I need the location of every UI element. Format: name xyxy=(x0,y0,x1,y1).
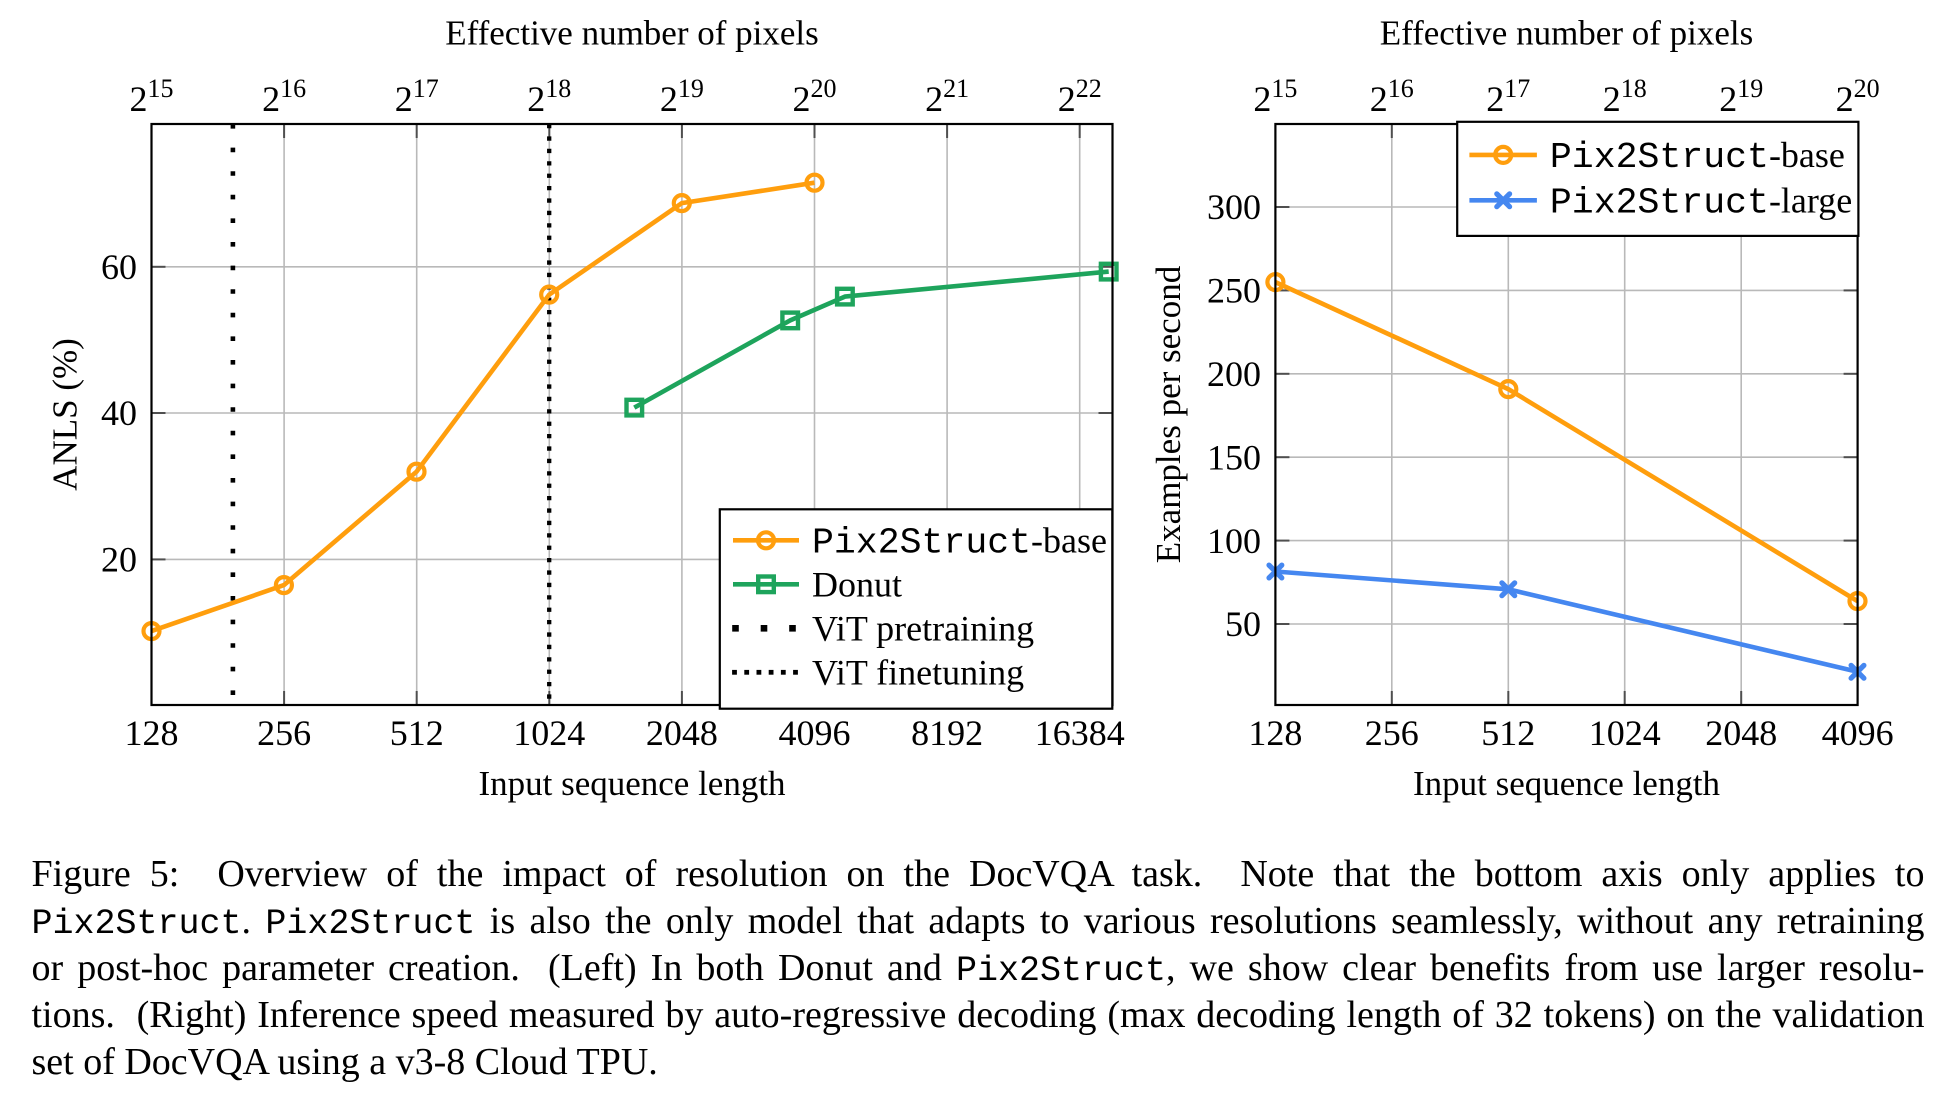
svg-text:512: 512 xyxy=(1481,713,1535,753)
svg-text:256: 256 xyxy=(1365,713,1419,753)
svg-text:216: 216 xyxy=(1370,74,1414,119)
svg-text:Examples per second: Examples per second xyxy=(1149,265,1188,563)
svg-text:40: 40 xyxy=(101,393,137,433)
svg-text:Input sequence length: Input sequence length xyxy=(1413,764,1721,803)
svg-text:2048: 2048 xyxy=(646,713,718,753)
svg-text:220: 220 xyxy=(1836,74,1880,119)
svg-text:16384: 16384 xyxy=(1035,713,1125,753)
svg-text:216: 216 xyxy=(262,74,306,119)
svg-text:4096: 4096 xyxy=(1822,713,1894,753)
svg-text:100: 100 xyxy=(1207,521,1261,561)
svg-text:300: 300 xyxy=(1207,187,1261,227)
svg-text:215: 215 xyxy=(1253,74,1297,119)
svg-text:Effective number of pixels: Effective number of pixels xyxy=(445,13,819,52)
svg-text:4096: 4096 xyxy=(779,713,851,753)
svg-text:ViT pretraining: ViT pretraining xyxy=(812,609,1034,649)
svg-text:Pix2Struct-base: Pix2Struct-base xyxy=(812,521,1107,564)
svg-text:215: 215 xyxy=(130,74,174,119)
svg-text:219: 219 xyxy=(660,74,704,119)
svg-text:221: 221 xyxy=(925,74,969,119)
svg-text:1024: 1024 xyxy=(513,713,585,753)
svg-text:218: 218 xyxy=(1603,74,1647,119)
svg-text:128: 128 xyxy=(125,713,179,753)
svg-text:200: 200 xyxy=(1207,354,1261,394)
svg-text:ANLS (%): ANLS (%) xyxy=(46,338,85,491)
svg-text:60: 60 xyxy=(101,247,137,287)
svg-text:222: 222 xyxy=(1058,74,1102,119)
svg-text:Effective number of pixels: Effective number of pixels xyxy=(1380,13,1754,52)
svg-text:217: 217 xyxy=(1486,74,1530,119)
svg-text:1024: 1024 xyxy=(1589,713,1661,753)
svg-text:Donut: Donut xyxy=(812,565,902,605)
svg-text:150: 150 xyxy=(1207,437,1261,477)
svg-text:217: 217 xyxy=(395,74,439,119)
svg-text:20: 20 xyxy=(101,540,137,580)
svg-text:128: 128 xyxy=(1248,713,1302,753)
svg-text:8192: 8192 xyxy=(911,713,983,753)
svg-text:Pix2Struct-large: Pix2Struct-large xyxy=(1550,181,1852,224)
svg-text:218: 218 xyxy=(527,74,571,119)
svg-text:250: 250 xyxy=(1207,271,1261,311)
svg-text:220: 220 xyxy=(793,74,837,119)
svg-text:256: 256 xyxy=(257,713,311,753)
svg-text:Pix2Struct-base: Pix2Struct-base xyxy=(1550,135,1845,178)
svg-text:Input sequence length: Input sequence length xyxy=(478,764,786,803)
svg-text:ViT finetuning: ViT finetuning xyxy=(812,653,1024,693)
svg-text:2048: 2048 xyxy=(1705,713,1777,753)
svg-text:50: 50 xyxy=(1225,604,1261,644)
svg-text:219: 219 xyxy=(1719,74,1763,119)
svg-text:512: 512 xyxy=(390,713,444,753)
